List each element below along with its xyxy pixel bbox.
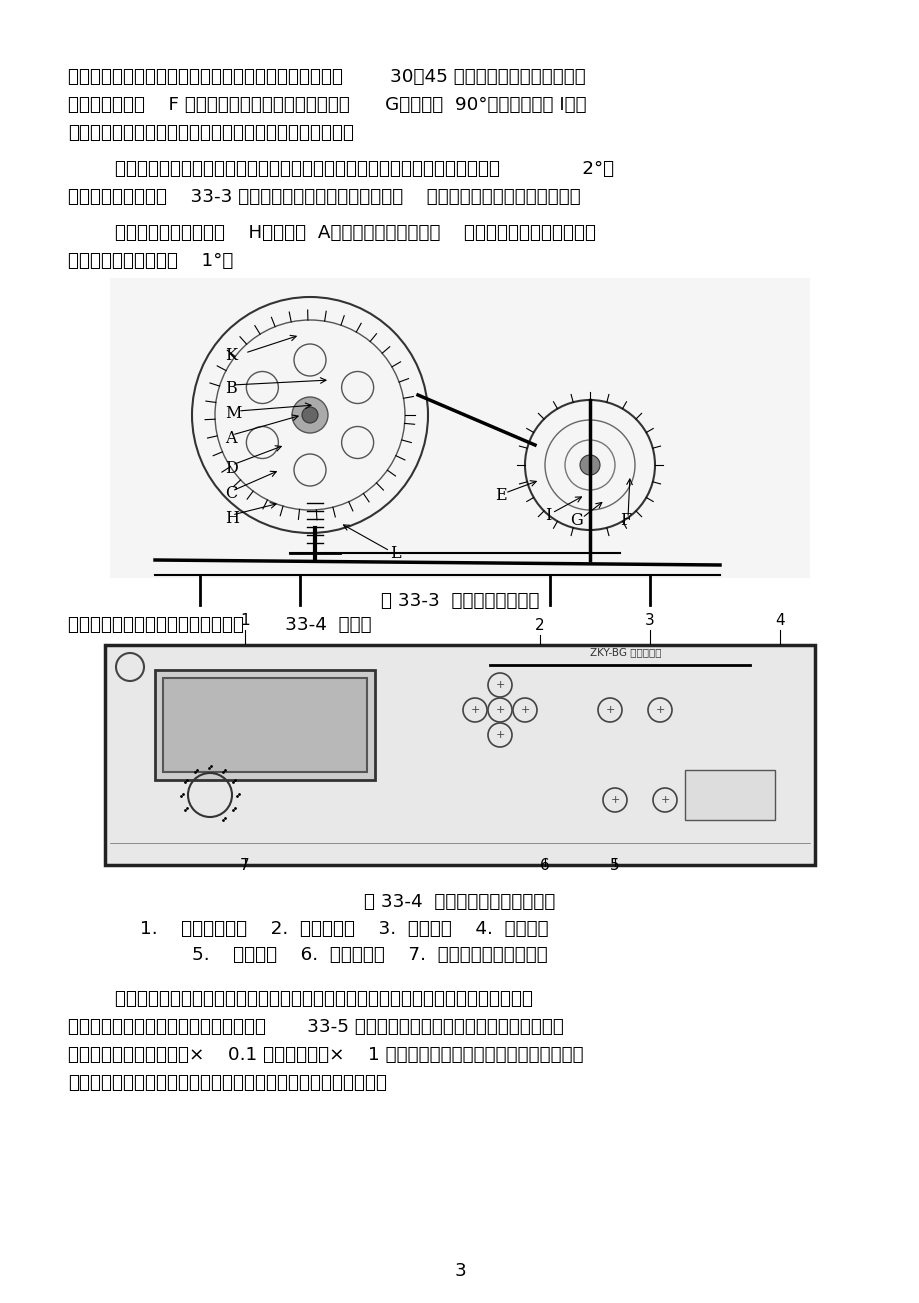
- Text: +: +: [494, 730, 505, 740]
- Text: M: M: [225, 405, 241, 422]
- Text: 的有机玻璃转盘    F 上装有两个挡光片。在角度读数盘      G中央上方  90°处也有光电门 I（强: 的有机玻璃转盘 F 上装有两个挡光片。在角度读数盘 G中央上方 90°处也有光电…: [68, 96, 586, 113]
- Text: +: +: [609, 795, 619, 805]
- Text: D: D: [225, 460, 237, 477]
- Circle shape: [291, 397, 328, 433]
- Text: 迫力矩信号），并与控制箱相连，以测量强迫力矩的周期。: 迫力矩信号），并与控制箱相连，以测量强迫力矩的周期。: [68, 124, 354, 142]
- Text: 精确改变加于电机上的电压，使电机的转速在实验范围（        30－45 转／分）内连续可调。电机: 精确改变加于电机上的电压，使电机的转速在实验范围（ 30－45 转／分）内连续可…: [68, 68, 585, 86]
- Text: K: K: [225, 347, 237, 364]
- Text: +: +: [520, 705, 529, 715]
- Text: B: B: [225, 380, 236, 397]
- Bar: [154, 670, 375, 780]
- Text: 3: 3: [454, 1263, 465, 1280]
- Bar: [685, 770, 774, 820]
- Text: G: G: [570, 512, 582, 529]
- Text: 其置于该位置的另一边。×    0.1 档旋转一圈，×    1 档走一个字。一般调节刻度仅供实验时作: 其置于该位置的另一边。× 0.1 档旋转一圈，× 1 档走一个字。一般调节刻度仅…: [68, 1046, 583, 1065]
- Text: 7: 7: [240, 857, 250, 873]
- Text: ZKY-BG 波耳共振仪: ZKY-BG 波耳共振仪: [589, 648, 661, 657]
- Text: I: I: [544, 507, 550, 524]
- Circle shape: [579, 455, 599, 476]
- Text: 4: 4: [775, 612, 784, 628]
- Text: 参考，以便大致确定强迫力矩周期值在十圈电位器上的相应位置。: 参考，以便大致确定强迫力矩周期值在十圈电位器上的相应位置。: [68, 1074, 387, 1092]
- Text: +: +: [494, 680, 505, 691]
- Text: +: +: [660, 795, 669, 805]
- Text: 3: 3: [644, 612, 654, 628]
- Text: F: F: [619, 512, 630, 529]
- Text: 电机转速调节旋钮，系带有刻度的十圈电位器，调节此旋钮时可以精确改变电机转速，: 电机转速调节旋钮，系带有刻度的十圈电位器，调节此旋钮时可以精确改变电机转速，: [68, 990, 532, 1009]
- Bar: [110, 278, 809, 579]
- Text: 图 33-4  电气控制箱前面板示意图: 图 33-4 电气控制箱前面板示意图: [364, 893, 555, 911]
- Text: 1: 1: [240, 612, 250, 628]
- Text: +: +: [605, 705, 614, 715]
- Text: 摆轮振幅是利用光电门    H测出摆轮  A外圈上凹型缺口个数，    并在控制箱液晶显示器上直: 摆轮振幅是利用光电门 H测出摆轮 A外圈上凹型缺口个数， 并在控制箱液晶显示器上…: [68, 224, 596, 242]
- Text: 5.    电源开关    6.  闪光灯开关    7.  强迫力周期调节电位器: 5. 电源开关 6. 闪光灯开关 7. 强迫力周期调节电位器: [192, 946, 547, 964]
- Text: 即改变强迫力矩的周期。锁定开关处于图       33-5 的位置，电位器刻度锁定，要调节大小需将: 即改变强迫力矩的周期。锁定开关处于图 33-5 的位置，电位器刻度锁定，要调节大…: [68, 1018, 563, 1036]
- Text: L: L: [390, 545, 400, 562]
- Text: 接显示出此值，精度为    1°。: 接显示出此值，精度为 1°。: [68, 251, 233, 270]
- Text: 闪光灯放置位置如图    33-3 所示，注意一定要搁置在底座上，    切勿拿在手中直接照射刻度盘。: 闪光灯放置位置如图 33-3 所示，注意一定要搁置在底座上， 切勿拿在手中直接照…: [68, 188, 580, 206]
- Text: C: C: [225, 485, 237, 502]
- Text: +: +: [494, 705, 505, 715]
- Text: 2: 2: [535, 618, 544, 633]
- Text: H: H: [225, 509, 239, 526]
- Text: 图 33-3  振动仪部分示意图: 图 33-3 振动仪部分示意图: [380, 592, 539, 610]
- Bar: [105, 645, 814, 865]
- Text: 1.    液晶显示屏幕    2.  方向控制键    3.  确认按键    4.  复位按键: 1. 液晶显示屏幕 2. 方向控制键 3. 确认按键 4. 复位按键: [140, 920, 548, 938]
- Text: 6: 6: [539, 857, 550, 873]
- Circle shape: [301, 407, 318, 423]
- Text: E: E: [494, 487, 506, 504]
- Text: 5: 5: [609, 857, 619, 873]
- Text: 受迫振动时摆轮振幅与外力矩的相位差是利用小型闪光灯来测量的，误差不大于              2°。: 受迫振动时摆轮振幅与外力矩的相位差是利用小型闪光灯来测量的，误差不大于 2°。: [68, 160, 614, 179]
- Bar: [163, 678, 367, 771]
- Text: A: A: [225, 430, 236, 447]
- Text: +: +: [654, 705, 664, 715]
- Text: +: +: [470, 705, 479, 715]
- Text: 波耳共振仪电器控制箱的前面板如图       33-4  所示。: 波耳共振仪电器控制箱的前面板如图 33-4 所示。: [68, 616, 371, 635]
